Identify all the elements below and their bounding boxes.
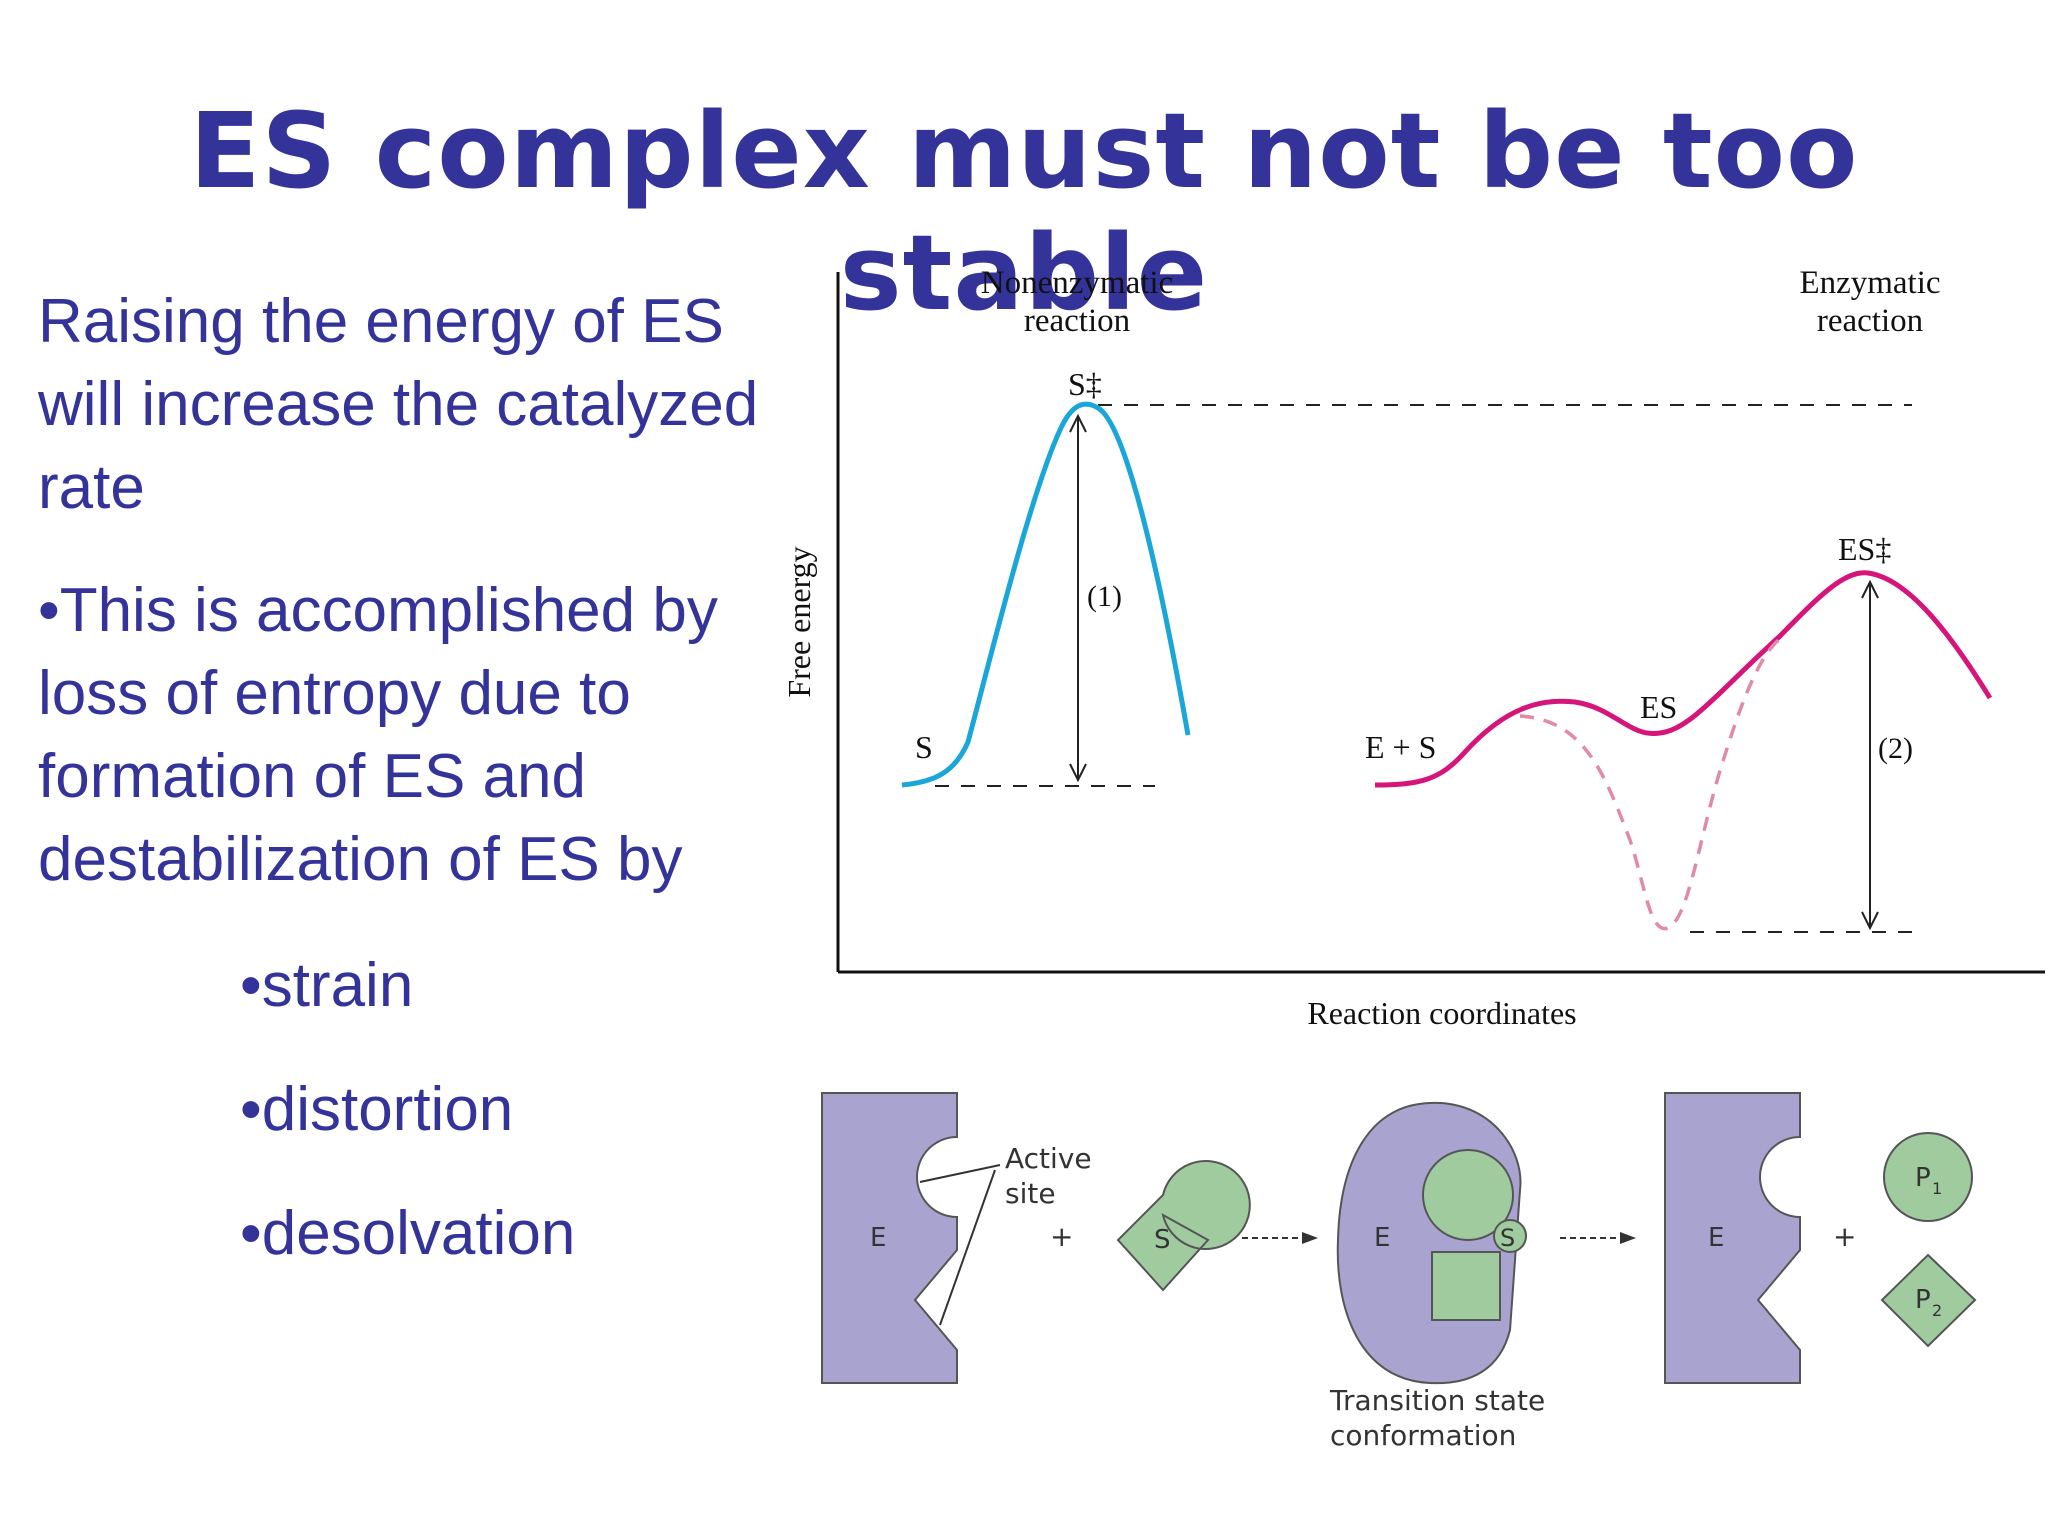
transition-enzyme-shape [1336, 1101, 1522, 1385]
barrier-1-label: (1) [1087, 580, 1122, 613]
active-site-label-line2: site [1005, 1177, 1056, 1210]
slide-title: ES complex must not be too stable [189, 90, 1859, 334]
s-transition-label: S‡ [1068, 366, 1102, 402]
transition-substrate-head [1422, 1149, 1514, 1241]
sub-bullet-strain: •strain [240, 951, 414, 1020]
substrate-shape [1116, 1160, 1251, 1292]
energy-diagram: Free energy Reaction coordinates Nonenzy… [781, 265, 2045, 1031]
product-2-shape [1880, 1253, 1977, 1348]
product-2-label: P [1915, 1285, 1931, 1315]
enzymatic-dashed-curve [1519, 634, 1786, 931]
paragraph-raising-energy: Raising the energy of ES will increase t… [38, 287, 759, 522]
active-site-pointer-2 [939, 1169, 996, 1326]
enzyme-label-2: E [1708, 1223, 1724, 1253]
enzyme-shape-1 [821, 1092, 958, 1384]
active-site-label-line1: Active [1005, 1142, 1092, 1175]
bullet-list: Raising the energy of ES will increase t… [38, 280, 778, 941]
transition-substrate-label: S [1500, 1224, 1515, 1252]
product-1-label: P [1915, 1163, 1931, 1193]
transition-substrate-link [1493, 1219, 1527, 1253]
step-arrowhead-2 [1620, 1232, 1636, 1244]
sub-bullet-desolvation: •desolvation [240, 1199, 576, 1268]
enzymatic-label-line1: Enzymatic [1799, 265, 1940, 301]
step-arrowhead-1 [1302, 1232, 1318, 1244]
product-1-shape [1883, 1132, 1973, 1222]
x-axis-label: Reaction coordinates [1307, 995, 1576, 1031]
sub-bullet-distortion: •distortion [240, 1075, 514, 1144]
transition-state-label-line2: conformation [1330, 1419, 1516, 1452]
barrier-2-label: (2) [1878, 732, 1913, 765]
barrier-2-arrowhead-down [1861, 911, 1879, 931]
transition-state-label-line1: Transition state [1329, 1384, 1545, 1417]
enzymatic-label-line2: reaction [1817, 303, 1923, 339]
product-1-subscript: 1 [1932, 1179, 1942, 1198]
transition-enzyme-label: E [1374, 1223, 1390, 1253]
plus-sign-2: + [1833, 1220, 1856, 1253]
nonenzymatic-curve [901, 401, 1191, 788]
barrier-2-arrowhead-up [1861, 579, 1879, 599]
y-axis-label: Free energy [781, 546, 817, 697]
mechanism-illustration: E Active site + S E S Transition state c… [821, 1092, 1977, 1452]
nonenzymatic-label-line1: Nonenzymatic [981, 265, 1173, 301]
e-plus-s-label: E + S [1365, 729, 1436, 765]
active-site-pointer-1 [919, 1164, 1001, 1183]
transition-substrate-body [1431, 1251, 1501, 1321]
es-transition-label: ES‡ [1838, 531, 1891, 567]
s-label: S [915, 729, 933, 765]
enzymatic-curve [1374, 570, 1993, 788]
barrier-1-arrowhead-down [1069, 763, 1087, 783]
barrier-1-arrowhead-up [1069, 413, 1087, 433]
product-2-subscript: 2 [1932, 1301, 1942, 1320]
es-label: ES [1640, 689, 1677, 725]
paragraph-entropy: •This is accomplished by loss of entropy… [38, 576, 718, 894]
substrate-label: S [1154, 1225, 1171, 1255]
nonenzymatic-label-line2: reaction [1024, 303, 1130, 339]
enzyme-label-1: E [870, 1223, 886, 1253]
plus-sign-1: + [1050, 1220, 1073, 1253]
enzyme-shape-2 [1664, 1092, 1801, 1384]
